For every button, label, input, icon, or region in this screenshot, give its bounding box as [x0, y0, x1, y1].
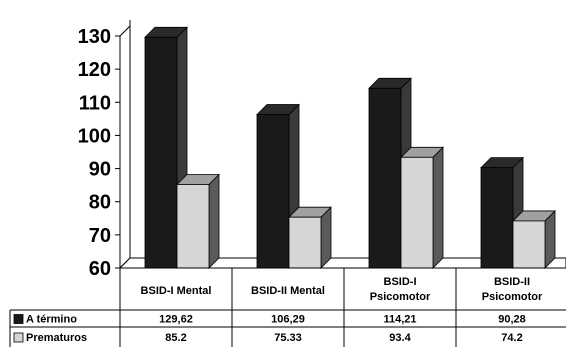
legend-swatch: [13, 332, 24, 343]
data-value-label: 75.33: [274, 332, 302, 344]
data-table: BSID-I Mental BSID-II Mental BSID-I Psicomo…: [9, 267, 566, 347]
y-tick-label: 110: [79, 92, 111, 114]
x-tick-label: Psicomotor: [482, 291, 543, 303]
x-tick-label: Psicomotor: [370, 291, 431, 303]
y-tick-label: 80: [89, 192, 111, 214]
y-tick-label: 90: [89, 159, 111, 181]
legend-label: A término: [26, 314, 77, 326]
bar-prematuros: [176, 173, 220, 269]
bar-prematuros: [512, 209, 556, 269]
bar-prematuros: [288, 206, 332, 269]
data-value-label: 74.2: [501, 332, 522, 344]
bars: [144, 26, 556, 269]
chart-walls: [118, 20, 566, 270]
y-tick-label: 60: [89, 258, 111, 280]
y-tick-label: 120: [78, 59, 111, 81]
bar-prematuros: [400, 146, 444, 269]
x-tick-label: BSID-II Mental: [251, 285, 325, 297]
y-tick-label: 130: [78, 26, 111, 48]
y-axis: 60 70 80 90 100 110 120 130: [78, 26, 121, 280]
data-value-label: 129,62: [159, 314, 193, 326]
y-tick-label: 70: [89, 225, 111, 247]
data-value-label: 90,28: [498, 314, 526, 326]
legend-label: Prematuros: [26, 332, 87, 344]
data-value-label: 85.2: [165, 332, 186, 344]
side-wall: [119, 24, 131, 270]
x-tick-label: BSID-I: [384, 276, 417, 288]
data-value-label: 106,29: [271, 314, 305, 326]
data-value-label: 93.4: [389, 332, 411, 344]
x-tick-label: BSID-I Mental: [141, 285, 212, 297]
legend-swatch: [13, 314, 24, 324]
y-tick-label: 100: [78, 125, 111, 147]
x-tick-label: BSID-II: [494, 276, 530, 288]
data-value-label: 114,21: [383, 314, 416, 326]
